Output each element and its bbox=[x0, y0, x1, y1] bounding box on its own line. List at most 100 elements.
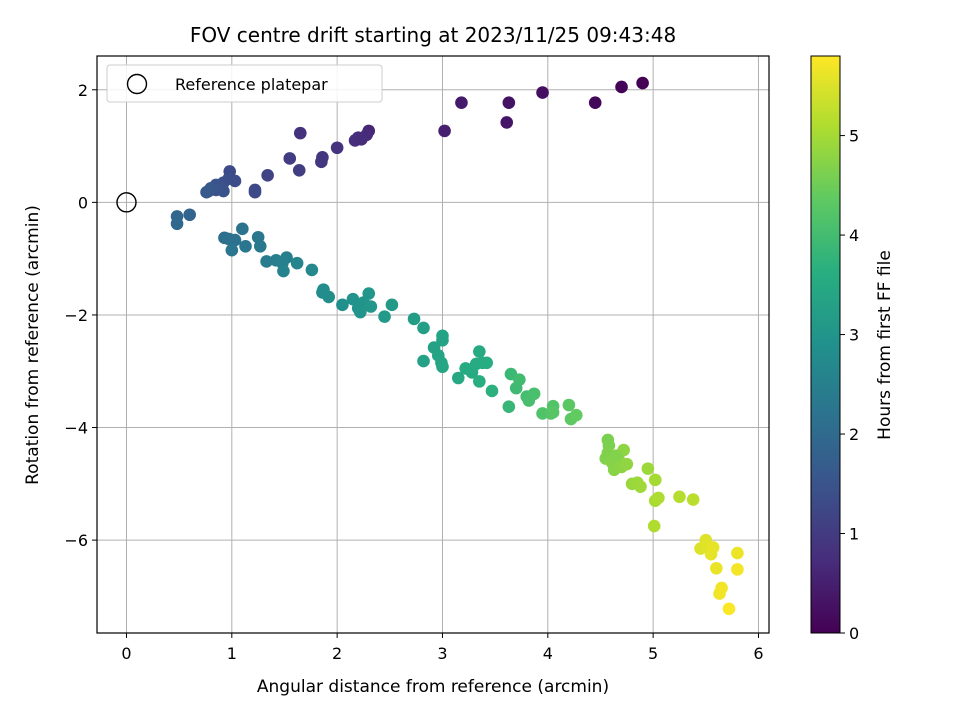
data-point bbox=[473, 345, 486, 358]
data-point bbox=[305, 263, 319, 277]
reference-platepar-marker bbox=[116, 192, 137, 213]
data-point bbox=[620, 457, 634, 471]
data-point bbox=[315, 155, 328, 169]
colorbar-label: Hours from first FF file bbox=[875, 250, 895, 440]
legend-box bbox=[106, 64, 383, 103]
y-tick-label: −6 bbox=[64, 531, 88, 550]
data-point bbox=[293, 126, 307, 140]
x-tick-label: 6 bbox=[753, 644, 763, 663]
data-point bbox=[183, 208, 196, 222]
data-point bbox=[277, 264, 290, 278]
data-point bbox=[731, 563, 744, 576]
data-point bbox=[706, 541, 720, 554]
data-point bbox=[500, 116, 514, 129]
data-point bbox=[283, 152, 297, 165]
colorbar-tick-label: 2 bbox=[849, 425, 859, 444]
legend-entry-reference: Reference platepar bbox=[175, 75, 328, 94]
data-point bbox=[436, 360, 449, 374]
data-point bbox=[280, 251, 293, 264]
data-point bbox=[562, 398, 576, 412]
data-point bbox=[634, 480, 647, 493]
data-point bbox=[322, 290, 336, 304]
data-point bbox=[292, 163, 306, 177]
colorbar-tick-label: 3 bbox=[849, 326, 859, 345]
data-point bbox=[673, 490, 686, 504]
colorbar-ticks: 0 1 2 3 4 5 bbox=[840, 127, 859, 643]
data-point bbox=[200, 185, 213, 199]
data-point bbox=[225, 243, 239, 257]
colorbar-tick-label: 0 bbox=[849, 624, 859, 643]
data-point bbox=[569, 408, 583, 422]
data-point bbox=[248, 185, 262, 199]
data-point bbox=[455, 96, 468, 110]
legend: Reference platepar bbox=[106, 64, 383, 103]
data-point bbox=[546, 406, 560, 419]
colorbar-tick-label: 5 bbox=[849, 127, 859, 146]
data-point bbox=[355, 133, 368, 146]
data-point bbox=[715, 581, 728, 595]
colorbar-tick-label: 1 bbox=[849, 525, 859, 544]
data-point bbox=[648, 473, 662, 487]
data-point bbox=[170, 217, 184, 231]
data-point bbox=[417, 354, 430, 368]
legend-marker-icon bbox=[126, 73, 148, 95]
data-point bbox=[502, 400, 516, 414]
y-tick-label: 0 bbox=[78, 193, 88, 212]
data-point bbox=[385, 298, 399, 312]
data-point bbox=[485, 384, 499, 398]
data-point bbox=[641, 462, 655, 475]
x-axis-label: Angular distance from reference (arcmin) bbox=[257, 677, 609, 697]
data-point bbox=[502, 96, 516, 110]
data-point bbox=[722, 602, 736, 616]
data-point bbox=[652, 491, 665, 505]
data-points bbox=[116, 76, 744, 616]
y-tick-label: 2 bbox=[78, 81, 88, 100]
data-point bbox=[480, 356, 494, 370]
colorbar: 0 1 2 3 4 5 Hours from first FF file bbox=[810, 55, 895, 643]
data-point bbox=[378, 310, 391, 323]
data-point bbox=[239, 239, 252, 253]
data-point bbox=[253, 239, 267, 253]
data-point bbox=[354, 305, 367, 319]
data-point bbox=[260, 255, 273, 268]
data-point bbox=[710, 561, 723, 575]
y-axis-ticks: −6 −4 −2 0 2 bbox=[64, 81, 97, 550]
data-point bbox=[438, 124, 451, 138]
data-point bbox=[588, 96, 602, 110]
data-point bbox=[407, 312, 421, 326]
data-point bbox=[686, 493, 700, 506]
data-point bbox=[513, 373, 526, 386]
data-point bbox=[527, 387, 541, 401]
colorbar-tick-label: 4 bbox=[849, 226, 859, 245]
data-point bbox=[436, 329, 449, 343]
y-tick-label: −2 bbox=[64, 306, 88, 325]
data-point bbox=[417, 321, 430, 335]
x-tick-label: 2 bbox=[332, 644, 342, 663]
data-point bbox=[647, 519, 661, 533]
x-tick-label: 4 bbox=[543, 644, 553, 663]
y-axis-label: Rotation from reference (arcmin) bbox=[23, 205, 43, 485]
data-point bbox=[290, 256, 304, 270]
x-tick-label: 0 bbox=[121, 644, 131, 663]
x-axis-ticks: 0 1 2 3 4 5 6 bbox=[121, 633, 764, 663]
data-point bbox=[362, 287, 376, 300]
data-point bbox=[364, 300, 378, 313]
chart-title: FOV centre drift starting at 2023/11/25 … bbox=[190, 23, 676, 47]
data-point bbox=[636, 76, 649, 90]
data-point bbox=[731, 546, 744, 560]
data-point bbox=[536, 86, 549, 99]
data-point bbox=[228, 233, 242, 247]
x-tick-label: 1 bbox=[227, 644, 237, 663]
data-point bbox=[330, 141, 344, 155]
data-point bbox=[609, 449, 623, 462]
data-point bbox=[451, 371, 465, 385]
data-point bbox=[473, 375, 486, 388]
plot-frame bbox=[96, 55, 770, 634]
data-point bbox=[615, 80, 628, 94]
colorbar-gradient bbox=[810, 55, 841, 634]
data-point bbox=[336, 298, 349, 312]
y-tick-label: −4 bbox=[64, 419, 88, 438]
x-tick-label: 3 bbox=[437, 644, 447, 663]
data-point bbox=[261, 169, 274, 182]
